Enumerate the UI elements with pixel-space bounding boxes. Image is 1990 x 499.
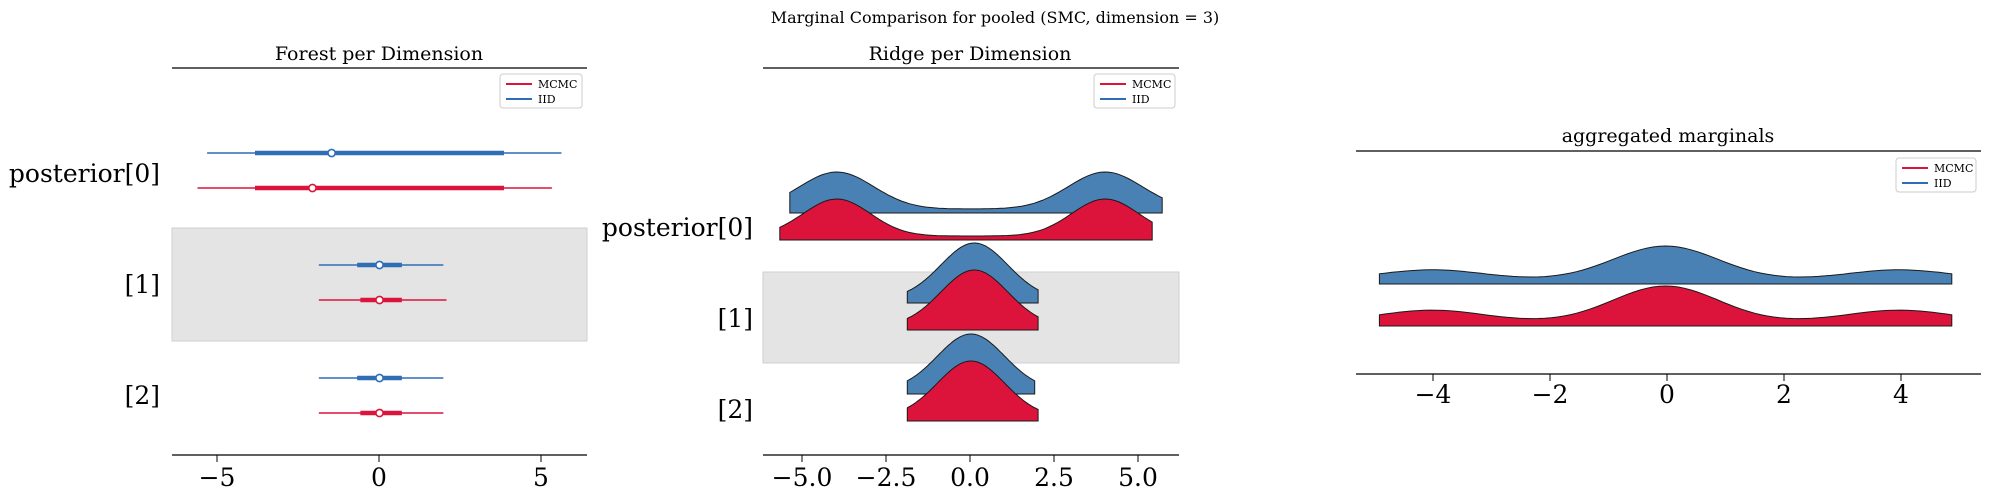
aggregate-xtick-label-4: 4 [1893, 380, 1909, 409]
ridge-xtick-label-2: 0.0 [950, 463, 990, 492]
aggregate-xtick-label-2: 0 [1659, 380, 1675, 409]
ridge-xtick-label-1: −2.5 [856, 463, 917, 492]
ridge-x-axis: −5.0 −2.5 0.0 2.5 5.0 [772, 455, 1158, 492]
forest-ylabel-1: [1] [125, 270, 160, 299]
ridge-mcmc-density-1 [906, 269, 1039, 331]
ridge-marks [762, 171, 1180, 422]
forest-panel: Forest per Dimension MCMC IID posterior[… [9, 43, 588, 492]
forest-iid-median-point-1 [375, 260, 384, 270]
ridge-ylabel-2: [2] [718, 395, 753, 424]
forest-band-row-1 [171, 227, 588, 342]
aggregate-xtick-label-0: −4 [1415, 380, 1452, 409]
aggregate-xtick-label-3: 2 [1776, 380, 1792, 409]
forest-ylabel-2: [2] [125, 381, 160, 410]
forest-xtick-label-0: −5 [199, 463, 236, 492]
ridge-legend-mcmc-label: MCMC [1132, 78, 1171, 91]
forest-ylabel-0: posterior[0] [9, 159, 160, 188]
ridge-xtick-label-4: 5.0 [1118, 463, 1158, 492]
ridge-legend-iid-label: IID [1132, 93, 1150, 106]
ridge-iid-density-0 [789, 171, 1163, 214]
ridge-panel: Ridge per Dimension MCMC IID posterior[0… [602, 43, 1180, 492]
forest-mcmc-median-point-1 [375, 295, 384, 305]
forest-legend-iid-label: IID [538, 93, 556, 106]
aggregate-xtick-label-1: −2 [1532, 380, 1569, 409]
aggregate-panel: aggregated marginals MCMC IID −4 −2 0 2 … [1356, 125, 1981, 409]
forest-xtick-label-1: 0 [371, 463, 387, 492]
forest-marks [171, 148, 588, 418]
forest-legend-mcmc-label: MCMC [538, 78, 577, 91]
aggregate-marks [1378, 245, 1953, 327]
figure-suptitle: Marginal Comparison for pooled (SMC, dim… [771, 8, 1220, 27]
aggregate-iid-density [1378, 245, 1953, 285]
forest-xtick-label-2: 5 [533, 463, 549, 492]
ridge-legend: MCMC IID [1093, 73, 1176, 109]
ridge-mcmc-density-0 [779, 198, 1153, 241]
ridge-ylabel-0: posterior[0] [602, 213, 753, 242]
ridge-xtick-label-0: −5.0 [772, 463, 833, 492]
forest-legend: MCMC IID [499, 73, 583, 109]
aggregate-title: aggregated marginals [1562, 125, 1775, 147]
aggregate-legend-iid-label: IID [1934, 177, 1952, 190]
aggregate-legend: MCMC IID [1895, 157, 1977, 193]
forest-mcmc-median-point-2 [375, 408, 384, 418]
aggregate-legend-mcmc-label: MCMC [1934, 162, 1973, 175]
ridge-ylabel-1: [1] [718, 304, 753, 333]
forest-iid-median-point-2 [375, 373, 384, 383]
ridge-mcmc-density-2 [906, 360, 1039, 422]
aggregate-x-axis: −4 −2 0 2 4 [1415, 374, 1909, 409]
ridge-title: Ridge per Dimension [869, 43, 1072, 65]
ridge-xtick-label-3: 2.5 [1034, 463, 1074, 492]
forest-mcmc-median-point-0 [308, 183, 317, 193]
aggregate-mcmc-density [1378, 285, 1953, 327]
forest-title: Forest per Dimension [275, 43, 483, 65]
forest-x-axis: −5 0 5 [199, 455, 549, 492]
forest-iid-median-point-0 [327, 148, 337, 158]
